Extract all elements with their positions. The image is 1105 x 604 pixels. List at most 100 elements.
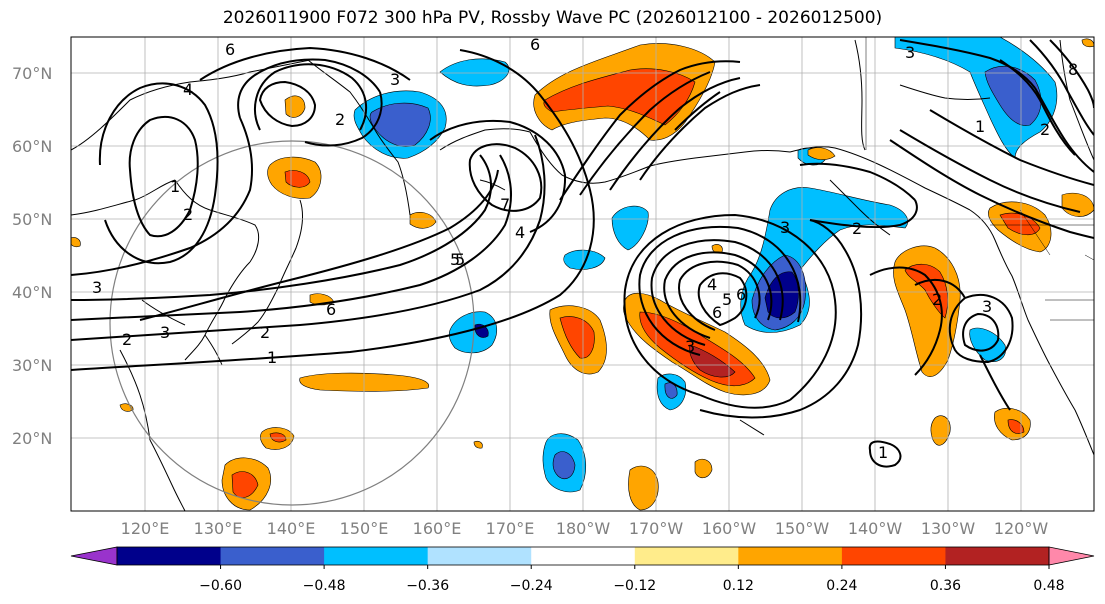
lon-label: 160°W: [702, 519, 757, 538]
positive-anomaly-okhotsk: [284, 95, 306, 118]
colorbar-segment: [324, 547, 429, 565]
contour-label: 3: [390, 70, 400, 89]
positive-anomaly-south-d: [628, 465, 659, 511]
colorbar-segment: [220, 547, 325, 565]
contour-label: 3: [780, 218, 790, 237]
contour-label: 8: [1068, 60, 1078, 79]
map-panel[interactable]: 6 6 4 3 2 1 5 2 3 2 1 6 5 4 3 7 6 4 5 6 …: [71, 35, 1094, 511]
colorbar-tick-label: −0.60: [199, 578, 242, 594]
contour-label: 3: [905, 43, 915, 62]
contour-label: 3: [982, 297, 992, 316]
contour-label: 2: [183, 205, 193, 224]
lat-label: 50°N: [12, 210, 52, 229]
colorbar-tick-label: −0.36: [406, 578, 449, 594]
colorbar-tick-label: 0.24: [826, 578, 857, 594]
lon-label: 130°E: [194, 519, 243, 538]
map-title: 2026011900 F072 300 hPa PV, Rossby Wave …: [222, 8, 883, 28]
lon-label: 140°E: [267, 519, 316, 538]
contour-label: 6: [736, 285, 746, 304]
positive-anomaly-small-3: [807, 147, 836, 160]
contour-label: 2: [852, 219, 862, 238]
contour-labels: 6 6 4 3 2 1 5 2 3 2 1 6 5 4 3 7 6 4 5 6 …: [92, 35, 1078, 462]
colorbar-segment: [531, 547, 636, 565]
contour-label: 3: [160, 323, 170, 342]
colorbar-tick-label: −0.24: [510, 578, 553, 594]
longitude-labels: 120°E 130°E 140°E 150°E 160°E 170°E 180°…: [121, 519, 1049, 538]
contour-label: 4: [515, 223, 525, 242]
contour-label: 4: [183, 80, 193, 99]
contour-label: 1: [267, 348, 277, 367]
contour-label: 6: [530, 35, 540, 54]
contour-label: 5: [455, 250, 465, 269]
contour-label: 1: [170, 177, 180, 196]
lat-label: 70°N: [12, 64, 52, 83]
contour-label: 2: [122, 330, 132, 349]
negative-anomaly-kamchatka-core: [369, 102, 431, 147]
positive-anomaly-south-c-core: [559, 316, 595, 359]
lon-label: 120°E: [121, 519, 170, 538]
colorbar-segment: [841, 547, 946, 565]
positive-anomaly-small-8: [1081, 38, 1094, 48]
map-frame: [70, 36, 1095, 512]
colorbar-extend-right: [1048, 546, 1095, 566]
lat-label: 60°N: [12, 137, 52, 156]
positive-anomaly-south-coast-core: [1007, 419, 1025, 434]
colorbar-segment: [945, 547, 1050, 565]
contour-label: 3: [685, 337, 695, 356]
colorbar-segment: [117, 547, 222, 565]
reference-circle: [109, 140, 475, 506]
colorbar-segment: [738, 547, 843, 565]
contour-label: 5: [722, 290, 732, 309]
pv-contours: [71, 39, 1094, 468]
lon-label: 120°W: [994, 519, 1049, 538]
latitude-labels: 70°N 60°N 50°N 40°N 30°N 20°N: [12, 64, 52, 448]
colorbar-tick-label: 0.48: [1033, 578, 1064, 594]
lat-label: 30°N: [12, 356, 52, 375]
lon-label: 160°E: [413, 519, 462, 538]
negative-anomaly-tail: [611, 205, 649, 251]
contour-label: 2: [1040, 120, 1050, 139]
positive-anomaly-south-b-core: [269, 432, 287, 443]
negative-anomaly-nw: [439, 58, 510, 87]
contour-label: 6: [225, 40, 235, 59]
lon-label: 150°W: [775, 519, 830, 538]
positive-anomaly-small-5: [71, 237, 81, 248]
negative-anomaly-hawaii: [563, 249, 606, 270]
colorbar-tick-label: 0.12: [723, 578, 754, 594]
lon-label: 180°W: [556, 519, 611, 538]
colorbar-frame: [116, 546, 1050, 566]
lat-label: 40°N: [12, 283, 52, 302]
positive-anomaly-small-1: [409, 212, 437, 229]
lon-label: 170°E: [486, 519, 535, 538]
colorbar-tick-label: 0.36: [930, 578, 961, 594]
contour-label: 2: [932, 290, 942, 309]
colorbar-tick-label: −0.48: [303, 578, 346, 594]
lat-label: 20°N: [12, 429, 52, 448]
positive-anomaly-bc-core: [999, 212, 1041, 236]
negative-anomaly-east: [969, 327, 1006, 362]
lon-label: 150°E: [340, 519, 389, 538]
contour-label: 6: [326, 300, 336, 319]
contour-label: 1: [975, 117, 985, 136]
positive-anomaly-south-e: [694, 458, 713, 479]
contour-label: 4: [707, 275, 717, 294]
positive-anomaly-central-dark: [689, 344, 736, 378]
lon-label: 140°W: [848, 519, 903, 538]
colorbar-extend-left: [70, 546, 118, 566]
negative-anomaly-south-1: [448, 311, 498, 354]
contour-label: 2: [335, 110, 345, 129]
lon-label: 170°W: [629, 519, 684, 538]
contour-label: 2: [260, 323, 270, 342]
negative-anomaly-south-2-core: [552, 451, 576, 479]
contour-label: 6: [712, 303, 722, 322]
positive-anomaly-small-9: [473, 440, 483, 449]
colorbar-segment: [634, 547, 739, 565]
colorbar-segments: [117, 547, 1050, 565]
lon-label: 130°W: [921, 519, 976, 538]
contour-label: 5: [450, 250, 460, 269]
contour-label: 7: [500, 195, 510, 214]
colorbar-tick-label: −0.12: [613, 578, 656, 594]
colorbar-segment: [427, 547, 532, 565]
contour-label: 3: [92, 278, 102, 297]
contour-label: 1: [878, 443, 888, 462]
